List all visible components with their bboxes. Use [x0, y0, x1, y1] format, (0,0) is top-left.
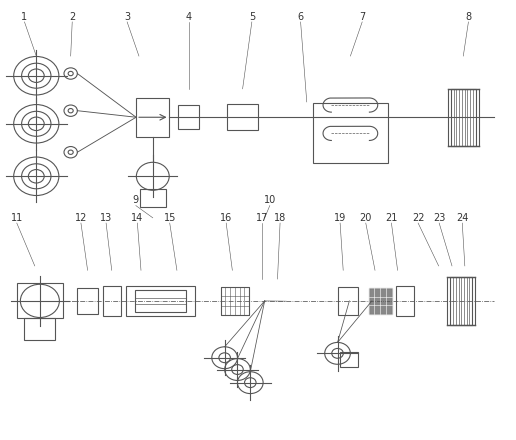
Bar: [136, 98, 169, 137]
Bar: [24, 319, 55, 340]
Bar: [179, 105, 199, 129]
Text: 13: 13: [100, 213, 112, 223]
Text: 11: 11: [11, 213, 23, 223]
Text: 17: 17: [256, 213, 268, 223]
Text: 1: 1: [22, 12, 27, 22]
Text: 8: 8: [465, 12, 472, 22]
Bar: [450, 277, 472, 325]
Text: 21: 21: [385, 213, 398, 223]
Bar: [337, 287, 358, 315]
Bar: [77, 288, 98, 314]
Bar: [313, 103, 388, 162]
Bar: [140, 189, 166, 207]
Text: 5: 5: [249, 12, 255, 22]
Bar: [221, 287, 249, 315]
Bar: [368, 288, 392, 314]
Text: 24: 24: [456, 213, 469, 223]
Text: 7: 7: [359, 12, 365, 22]
Text: 9: 9: [133, 195, 139, 205]
Text: 12: 12: [75, 213, 87, 223]
Text: 2: 2: [69, 12, 75, 22]
Bar: [227, 104, 258, 130]
Text: 6: 6: [298, 12, 303, 22]
Bar: [17, 283, 63, 319]
Text: 23: 23: [433, 213, 445, 223]
Text: 22: 22: [412, 213, 424, 223]
Text: 19: 19: [334, 213, 346, 223]
Text: 4: 4: [186, 12, 192, 22]
Text: 3: 3: [124, 12, 130, 22]
Bar: [340, 352, 358, 367]
Text: 20: 20: [360, 213, 372, 223]
Text: 10: 10: [264, 195, 276, 205]
Bar: [135, 290, 186, 312]
Text: 14: 14: [131, 213, 143, 223]
Bar: [103, 286, 121, 316]
Text: 16: 16: [220, 213, 232, 223]
Bar: [396, 286, 414, 316]
Bar: [451, 89, 476, 146]
Text: 18: 18: [274, 213, 286, 223]
Text: 15: 15: [164, 213, 176, 223]
Bar: [125, 286, 196, 316]
